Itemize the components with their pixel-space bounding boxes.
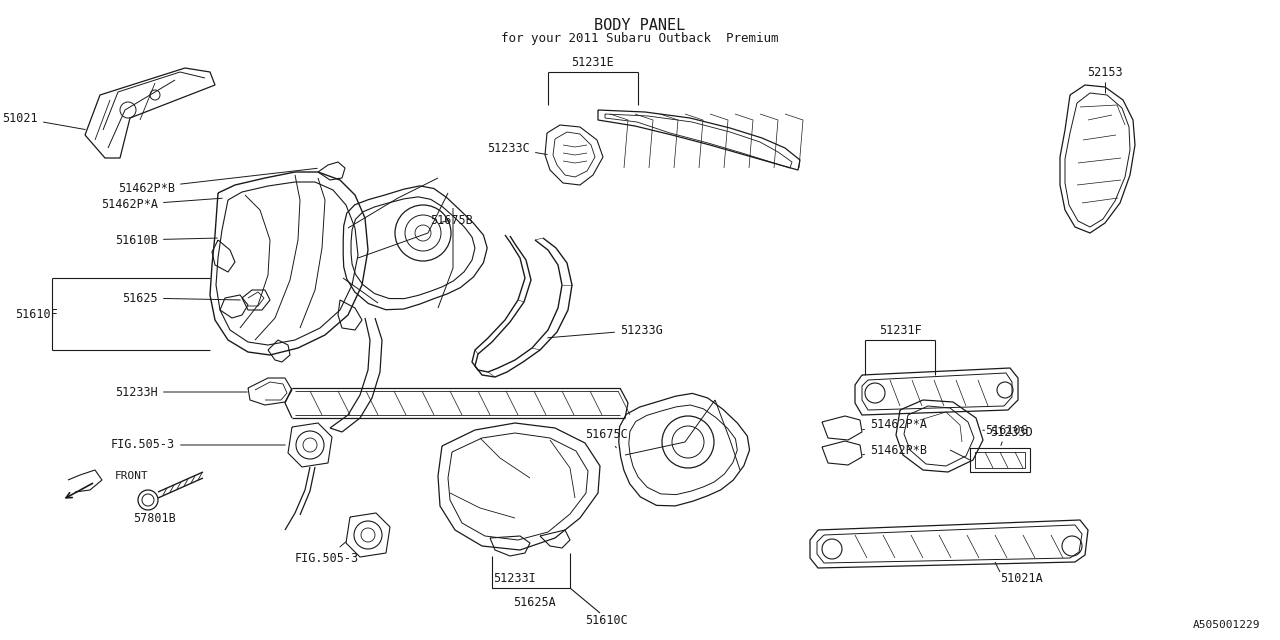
Text: BODY PANEL: BODY PANEL bbox=[594, 18, 686, 33]
Text: 51610G: 51610G bbox=[986, 424, 1028, 445]
Text: 51233D: 51233D bbox=[983, 426, 1033, 438]
Text: 51675B: 51675B bbox=[430, 214, 472, 227]
Text: 51625: 51625 bbox=[123, 291, 241, 305]
Text: 51462P*B: 51462P*B bbox=[863, 444, 927, 456]
Text: 51675C: 51675C bbox=[585, 429, 628, 448]
Text: FRONT: FRONT bbox=[115, 471, 148, 481]
Text: 51233H: 51233H bbox=[115, 385, 247, 399]
Text: for your 2011 Subaru Outback  Premium: for your 2011 Subaru Outback Premium bbox=[502, 32, 778, 45]
Text: 51610F: 51610F bbox=[15, 307, 58, 321]
Text: 51231F: 51231F bbox=[878, 323, 922, 337]
Text: 51021A: 51021A bbox=[1000, 572, 1043, 584]
Text: FIG.505-3: FIG.505-3 bbox=[294, 542, 360, 564]
Text: 51462P*B: 51462P*B bbox=[118, 168, 317, 195]
Text: 51462P*A: 51462P*A bbox=[863, 419, 927, 431]
Text: 52153: 52153 bbox=[1087, 65, 1123, 79]
Text: 51021: 51021 bbox=[3, 111, 86, 129]
Text: 51233C: 51233C bbox=[488, 141, 548, 154]
Text: 51610B: 51610B bbox=[115, 234, 218, 246]
Text: 51462P*A: 51462P*A bbox=[101, 198, 223, 211]
Text: 51625A: 51625A bbox=[513, 596, 557, 609]
Text: 51231E: 51231E bbox=[572, 56, 614, 68]
Text: FIG.505-3: FIG.505-3 bbox=[111, 438, 285, 451]
Text: 51610C: 51610C bbox=[585, 614, 627, 627]
Text: 51233G: 51233G bbox=[548, 323, 663, 338]
Text: 57801B: 57801B bbox=[133, 511, 177, 525]
Text: 51233I: 51233I bbox=[494, 572, 536, 584]
Text: A505001229: A505001229 bbox=[1193, 620, 1260, 630]
